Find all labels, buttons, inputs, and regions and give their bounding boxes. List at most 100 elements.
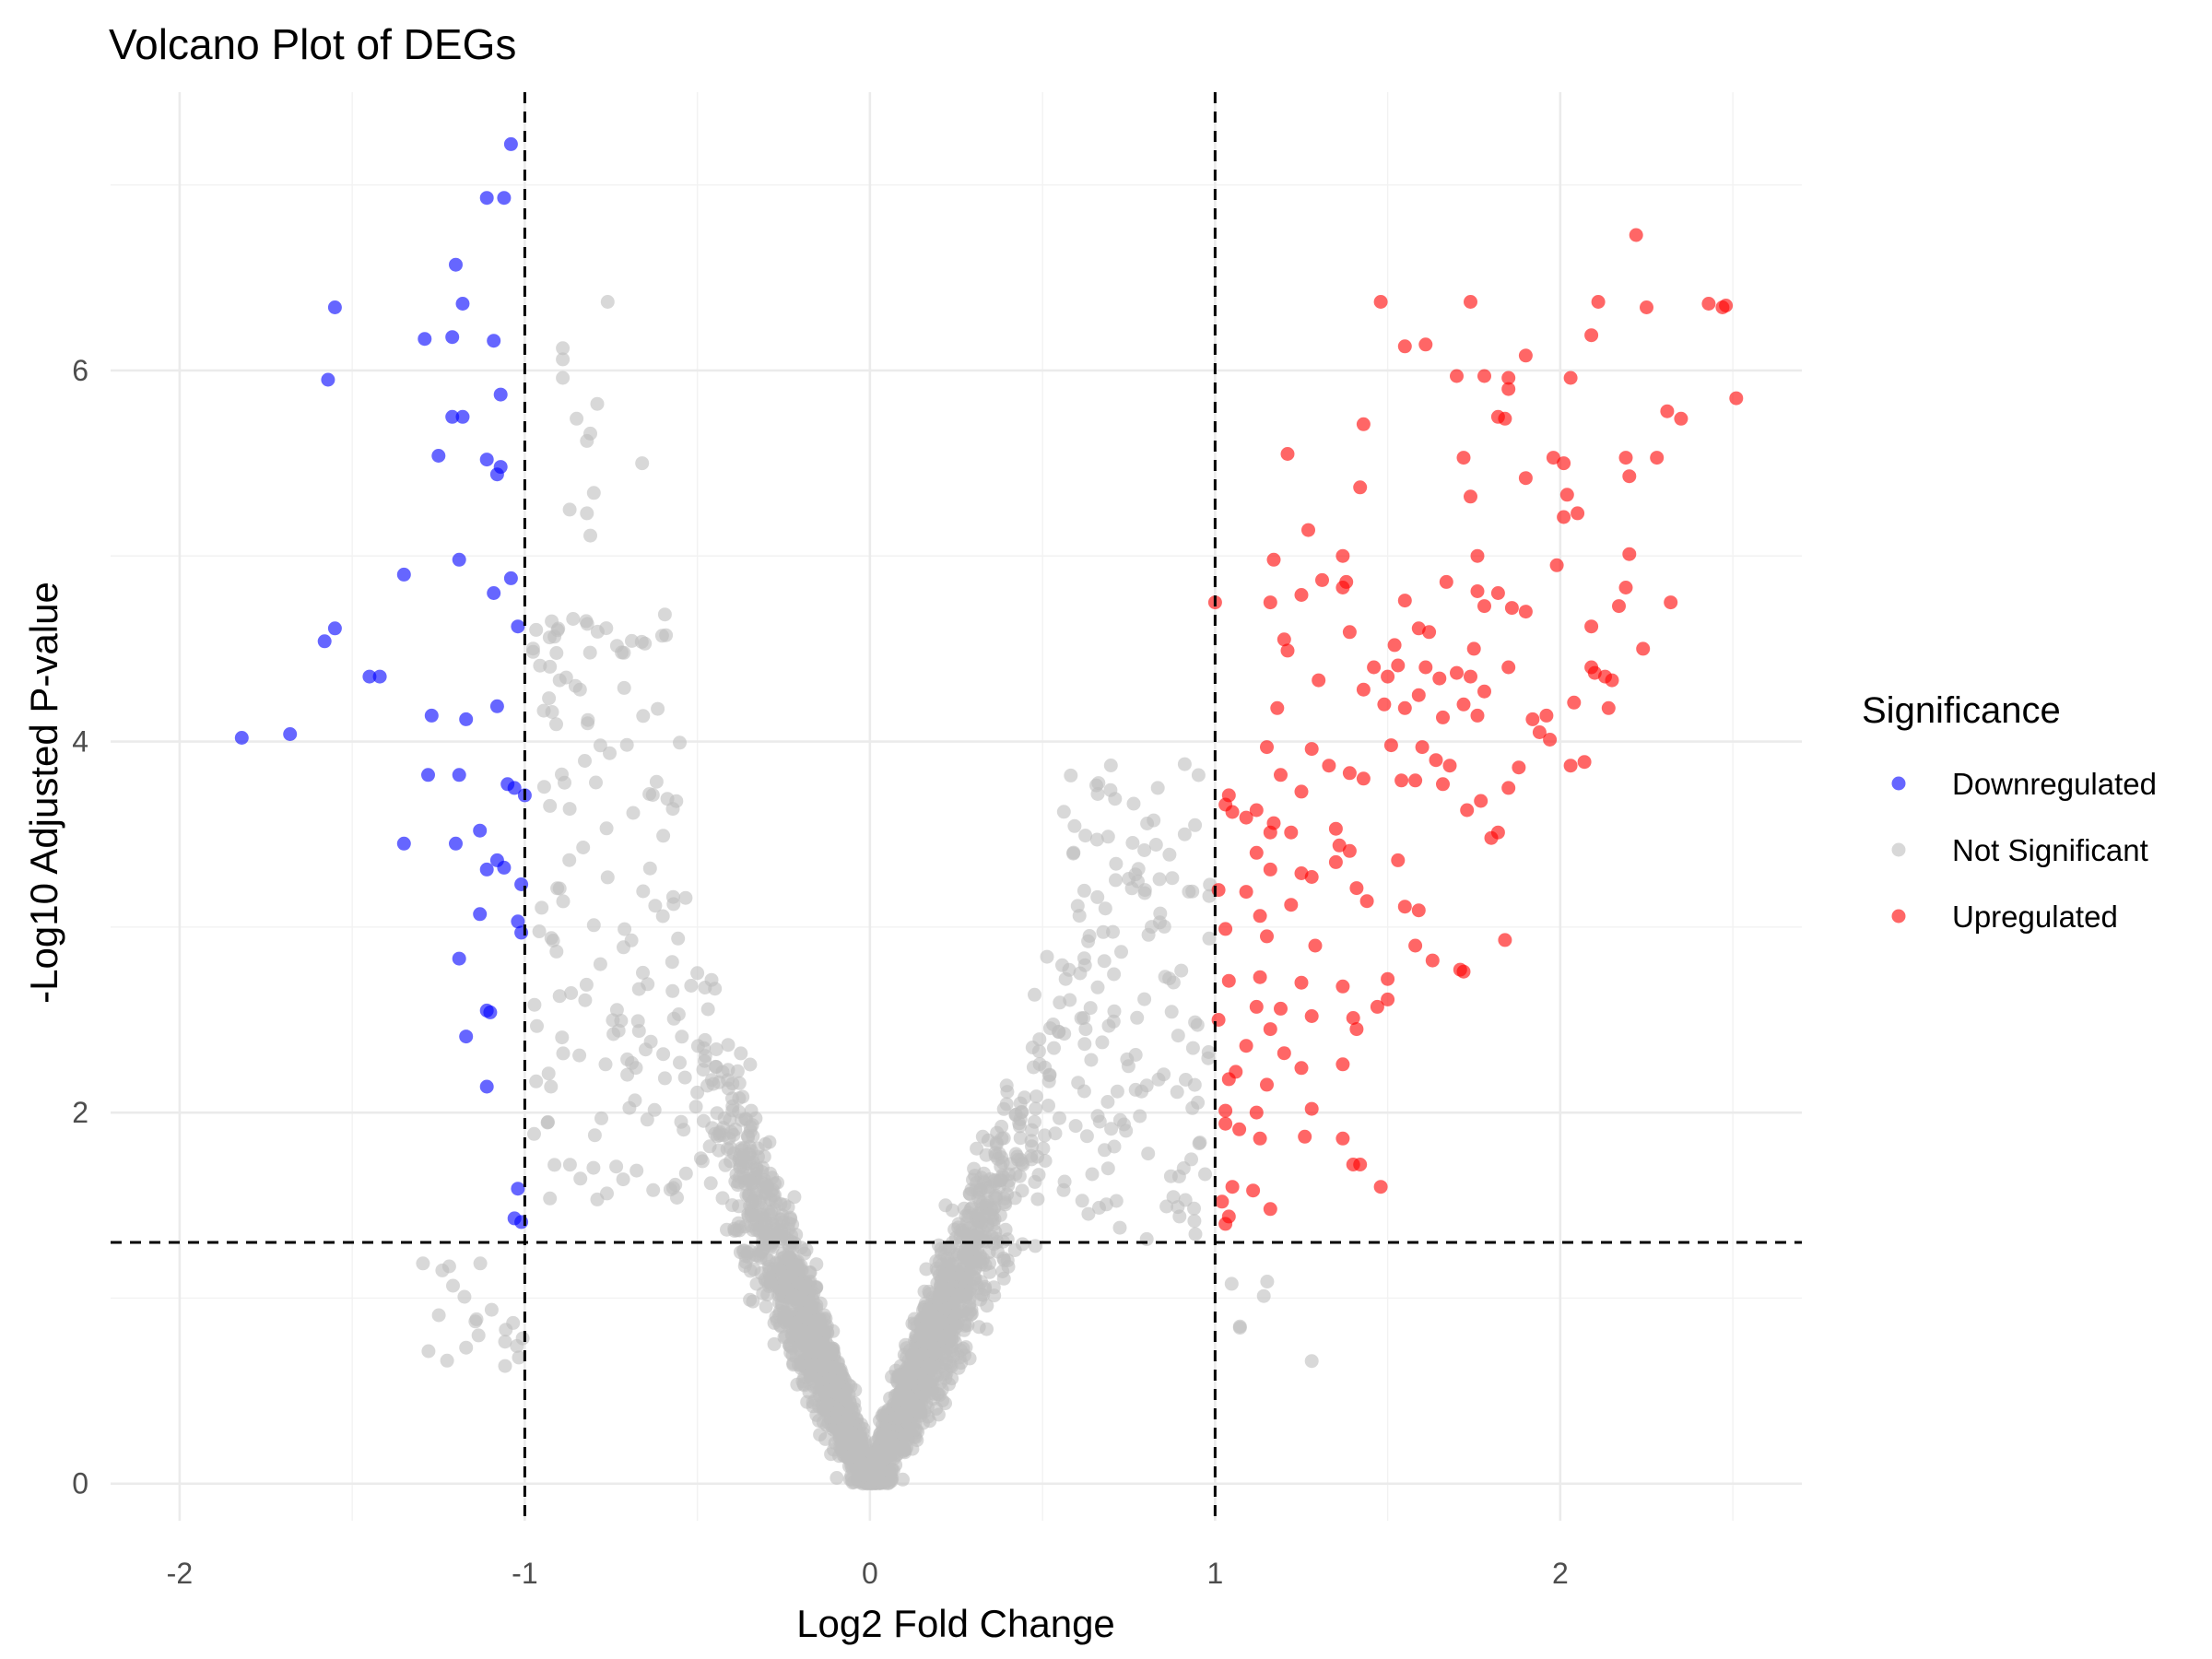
point-not-significant bbox=[1028, 1114, 1041, 1129]
point-not-significant bbox=[729, 1223, 744, 1238]
point-upregulated bbox=[1211, 883, 1226, 898]
point-not-significant bbox=[1187, 1077, 1202, 1092]
point-not-significant bbox=[994, 1150, 1009, 1165]
point-upregulated bbox=[1335, 1057, 1350, 1072]
point-upregulated bbox=[1328, 821, 1343, 836]
point-upregulated bbox=[1253, 909, 1267, 924]
point-not-significant bbox=[1037, 1128, 1052, 1143]
point-not-significant bbox=[996, 1101, 1011, 1116]
point-not-significant bbox=[807, 1322, 822, 1336]
point-not-significant bbox=[1041, 1099, 1055, 1112]
point-downregulated bbox=[487, 586, 501, 600]
point-not-significant bbox=[656, 1047, 671, 1062]
legend-label: Not Significant bbox=[1952, 833, 2148, 867]
point-not-significant bbox=[966, 1172, 980, 1187]
point-not-significant bbox=[1224, 1277, 1239, 1291]
point-not-significant bbox=[600, 870, 615, 885]
point-not-significant bbox=[1191, 1095, 1206, 1110]
point-not-significant bbox=[723, 1112, 737, 1127]
point-not-significant bbox=[1091, 776, 1106, 791]
point-upregulated bbox=[1518, 471, 1533, 486]
point-upregulated bbox=[1563, 371, 1578, 385]
point-not-significant bbox=[930, 1291, 945, 1306]
point-not-significant bbox=[562, 1158, 577, 1172]
point-not-significant bbox=[1182, 884, 1196, 899]
point-not-significant bbox=[706, 1077, 721, 1091]
point-not-significant bbox=[797, 1279, 812, 1294]
point-not-significant bbox=[1188, 1227, 1203, 1241]
point-upregulated bbox=[1622, 469, 1637, 484]
point-not-significant bbox=[549, 646, 564, 660]
point-upregulated bbox=[1518, 348, 1533, 363]
point-upregulated bbox=[1335, 581, 1350, 594]
point-not-significant bbox=[678, 890, 693, 905]
point-not-significant bbox=[967, 1161, 982, 1176]
point-not-significant bbox=[1125, 836, 1140, 850]
point-not-significant bbox=[555, 1030, 570, 1045]
point-upregulated bbox=[1456, 451, 1471, 465]
point-not-significant bbox=[665, 983, 680, 998]
point-upregulated bbox=[1373, 1180, 1388, 1194]
point-upregulated bbox=[1335, 979, 1350, 994]
point-upregulated bbox=[1218, 922, 1233, 936]
point-not-significant bbox=[626, 806, 641, 820]
point-not-significant bbox=[997, 1195, 1012, 1210]
point-not-significant bbox=[958, 1316, 971, 1331]
point-not-significant bbox=[861, 1444, 876, 1459]
point-upregulated bbox=[1239, 1039, 1253, 1053]
point-upregulated bbox=[1294, 784, 1309, 799]
point-not-significant bbox=[593, 738, 607, 753]
point-not-significant bbox=[1177, 827, 1192, 841]
point-upregulated bbox=[1218, 1116, 1233, 1131]
point-not-significant bbox=[917, 1378, 932, 1393]
point-downregulated bbox=[421, 768, 435, 782]
x-tick-label: 1 bbox=[1206, 1557, 1223, 1590]
point-downregulated bbox=[396, 567, 411, 582]
point-not-significant bbox=[570, 411, 584, 426]
point-upregulated bbox=[1260, 740, 1274, 755]
point-not-significant bbox=[1137, 843, 1152, 857]
point-not-significant bbox=[925, 1310, 940, 1324]
point-not-significant bbox=[647, 1102, 662, 1117]
point-upregulated bbox=[1577, 755, 1592, 770]
point-not-significant bbox=[527, 997, 542, 1012]
point-upregulated bbox=[1425, 953, 1440, 968]
point-downregulated bbox=[473, 907, 488, 922]
point-not-significant bbox=[651, 701, 665, 716]
legend-key bbox=[1891, 776, 1906, 791]
point-not-significant bbox=[1192, 1136, 1206, 1151]
point-upregulated bbox=[1232, 1122, 1247, 1136]
point-upregulated bbox=[1328, 854, 1343, 869]
point-not-significant bbox=[1090, 1109, 1105, 1124]
point-upregulated bbox=[1294, 975, 1309, 990]
point-upregulated bbox=[1518, 605, 1533, 619]
point-downregulated bbox=[497, 860, 512, 875]
point-downregulated bbox=[489, 467, 504, 482]
point-not-significant bbox=[709, 1042, 724, 1056]
point-upregulated bbox=[1383, 738, 1398, 753]
point-not-significant bbox=[457, 1289, 472, 1304]
x-axis-ticks: -2 -1 0 1 2 bbox=[167, 1557, 1569, 1590]
point-upregulated bbox=[1532, 725, 1547, 739]
point-not-significant bbox=[783, 1269, 798, 1284]
point-downregulated bbox=[507, 781, 522, 795]
point-not-significant bbox=[743, 1120, 758, 1135]
point-not-significant bbox=[544, 1079, 559, 1094]
point-not-significant bbox=[700, 1002, 715, 1017]
point-not-significant bbox=[806, 1300, 821, 1314]
point-not-significant bbox=[657, 607, 672, 622]
point-upregulated bbox=[1460, 803, 1475, 818]
point-not-significant bbox=[745, 1195, 759, 1210]
point-not-significant bbox=[1159, 1199, 1174, 1214]
point-not-significant bbox=[566, 612, 581, 626]
point-downregulated bbox=[479, 453, 494, 467]
point-not-significant bbox=[987, 1237, 1002, 1252]
point-not-significant bbox=[817, 1385, 831, 1400]
point-not-significant bbox=[905, 1316, 920, 1331]
point-not-significant bbox=[671, 931, 686, 946]
point-not-significant bbox=[955, 1304, 969, 1319]
point-not-significant bbox=[543, 798, 558, 813]
point-not-significant bbox=[583, 426, 597, 441]
legend: Significance Downregulated Not Significan… bbox=[1862, 690, 2157, 934]
point-not-significant bbox=[895, 1391, 910, 1406]
